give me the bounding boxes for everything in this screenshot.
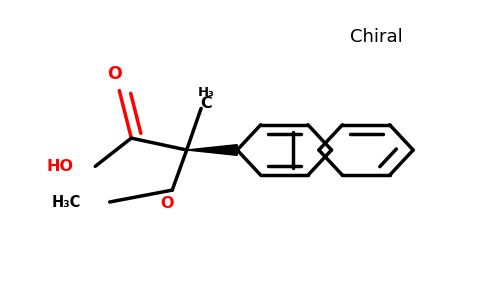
Text: O: O [161, 196, 174, 211]
Polygon shape [187, 145, 237, 155]
Text: C: C [200, 95, 212, 110]
Text: Chiral: Chiral [350, 28, 403, 46]
Text: O: O [107, 65, 122, 83]
Text: H₃: H₃ [197, 85, 214, 98]
Text: H₃C: H₃C [51, 194, 81, 209]
Text: HO: HO [46, 159, 74, 174]
